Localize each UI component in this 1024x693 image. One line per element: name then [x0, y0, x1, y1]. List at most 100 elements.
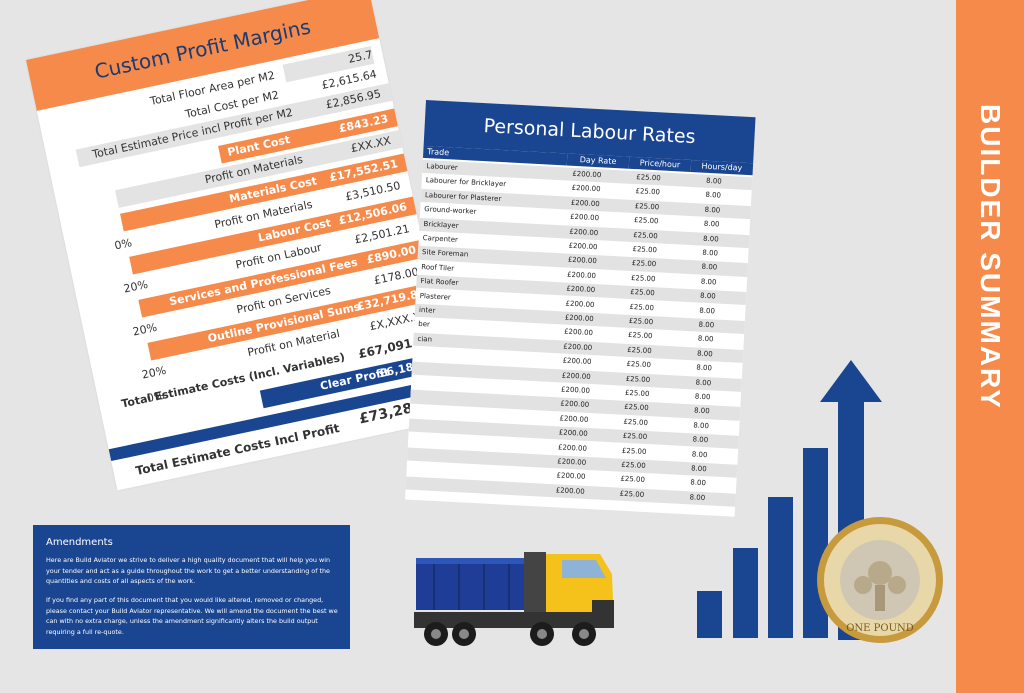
- trade-cell: cian: [417, 334, 433, 344]
- trade-cell: Plasterer: [419, 291, 451, 302]
- day-rate-cell: £200.00: [564, 313, 594, 324]
- day-rate-cell: £200.00: [566, 284, 596, 295]
- trade-cell: Labourer: [426, 162, 458, 172]
- day-rate-cell: £200.00: [572, 169, 602, 180]
- day-rate-cell: £200.00: [566, 270, 597, 280]
- day-rate-cell: £200.00: [555, 486, 585, 496]
- day-rate-cell: £200.00: [563, 327, 594, 338]
- day-rate-cell: £200.00: [557, 457, 587, 467]
- trade-cell: Roof Tiler: [421, 262, 455, 273]
- price-hour-cell: £25.00: [619, 489, 645, 499]
- day-rate-cell: £200.00: [562, 356, 592, 367]
- hours-day-cell: 8.00: [689, 493, 706, 502]
- price-hour-cell: £25.00: [621, 446, 647, 456]
- price-hour-cell: £25.00: [633, 230, 658, 240]
- growth-bar-1: [697, 591, 722, 638]
- hours-day-cell: 8.00: [693, 421, 710, 431]
- hours-day-cell: 8.00: [705, 191, 722, 200]
- amendments-para-1: Here are Build Aviator we strive to deli…: [46, 556, 331, 585]
- price-hour-cell: £25.00: [620, 475, 646, 485]
- amendments-para-2: If you find any part of this document th…: [46, 596, 338, 636]
- col-hours-day: Hours/day: [690, 159, 754, 176]
- amendments-heading: Amendments: [46, 537, 113, 548]
- price-hour-cell: £25.00: [620, 460, 646, 470]
- day-rate-cell: £200.00: [558, 428, 588, 439]
- trade-cell: Ground-worker: [424, 205, 477, 216]
- col-day-rate: Day Rate: [566, 153, 630, 169]
- plant-profit-value: £XX.XX: [349, 134, 393, 156]
- hours-day-cell: 8.00: [691, 449, 708, 459]
- amendments-box: Amendments Here are Build Aviator we str…: [33, 525, 350, 649]
- col-price-hour: Price/hour: [628, 156, 692, 172]
- hours-day-cell: 8.00: [700, 277, 717, 287]
- price-hour-cell: £25.00: [625, 374, 651, 384]
- hours-day-cell: 8.00: [701, 263, 718, 272]
- price-hour-cell: £25.00: [636, 173, 661, 183]
- hours-day-cell: 8.00: [692, 435, 709, 445]
- materials-profit-pct: 0%: [113, 236, 134, 253]
- price-hour-cell: £25.00: [623, 417, 649, 427]
- day-rate-cell: £200.00: [565, 299, 595, 309]
- trade-cell: ber: [418, 320, 431, 329]
- price-hour-cell: £25.00: [624, 388, 650, 399]
- pound-coin-image: ONE POUND: [817, 517, 943, 643]
- day-rate-cell: £200.00: [561, 371, 591, 381]
- hours-day-cell: 8.00: [697, 334, 714, 344]
- day-rate-cell: £200.00: [568, 241, 598, 252]
- price-hour-cell: £25.00: [633, 216, 659, 226]
- trade-cell: Carpenter: [422, 234, 459, 244]
- hours-day-cell: 8.00: [690, 478, 707, 488]
- hours-day-cell: 8.00: [699, 306, 716, 315]
- price-hour-cell: £25.00: [626, 360, 652, 370]
- provisional-profit-pct: 20%: [140, 363, 168, 382]
- dump-truck-image: [414, 552, 614, 646]
- price-hour-cell: £25.00: [629, 302, 655, 312]
- hours-day-cell: 8.00: [699, 291, 716, 301]
- hours-day-cell: 8.00: [704, 205, 721, 215]
- labour-profit-pct: 20%: [122, 277, 150, 296]
- hours-day-cell: 8.00: [693, 406, 710, 416]
- hours-day-cell: 8.00: [702, 234, 719, 244]
- profit-margins-card: Custom Profit Margins Total Floor Area p…: [26, 0, 461, 493]
- coin-text: ONE POUND: [846, 623, 914, 634]
- price-hour-cell: £25.00: [627, 331, 653, 341]
- grand-total-label: Total Estimate Costs Incl Profit: [134, 421, 341, 478]
- hours-day-cell: 8.00: [694, 392, 711, 402]
- price-hour-cell: £25.00: [623, 403, 649, 413]
- price-hour-cell: £25.00: [634, 201, 660, 212]
- side-title: BUILDER SUMMARY: [975, 104, 1006, 410]
- price-hour-cell: £25.00: [632, 245, 658, 255]
- hours-day-cell: 8.00: [698, 320, 715, 330]
- trade-cell: Site Foreman: [421, 248, 469, 259]
- day-rate-cell: £200.00: [567, 256, 597, 266]
- hours-day-cell: 8.00: [695, 378, 712, 387]
- labour-rates-sheet: Personal Labour Rates Trade Day Rate Pri…: [405, 100, 756, 517]
- side-banner: BUILDER SUMMARY: [956, 0, 1024, 693]
- up-arrow-icon: [820, 360, 882, 640]
- day-rate-cell: £200.00: [571, 184, 601, 194]
- growth-bar-3: [768, 497, 793, 638]
- day-rate-cell: £200.00: [560, 399, 590, 410]
- day-rate-cell: £200.00: [557, 442, 588, 453]
- price-hour-cell: £25.00: [635, 187, 661, 197]
- hours-day-cell: 8.00: [690, 464, 707, 474]
- price-hour-cell: £25.00: [630, 273, 656, 284]
- day-rate-cell: £200.00: [559, 414, 589, 424]
- day-rate-cell: £200.00: [570, 198, 600, 209]
- trade-cell: inter: [418, 305, 436, 315]
- hours-day-cell: 8.00: [696, 363, 713, 373]
- hours-day-cell: 8.00: [702, 248, 719, 258]
- price-hour-cell: £25.00: [628, 316, 654, 327]
- price-hour-cell: £25.00: [630, 288, 655, 298]
- day-rate-cell: £200.00: [560, 385, 591, 395]
- day-rate-cell: £200.00: [569, 227, 599, 237]
- hours-day-cell: 8.00: [696, 349, 713, 359]
- day-rate-cell: £200.00: [556, 471, 586, 482]
- price-hour-cell: £25.00: [626, 345, 652, 355]
- services-profit-pct: 20%: [131, 320, 159, 339]
- day-rate-cell: £200.00: [569, 212, 600, 223]
- trade-cell: Bricklayer: [423, 219, 459, 230]
- trade-cell: Flat Roofer: [420, 277, 459, 288]
- day-rate-cell: £200.00: [563, 342, 593, 352]
- hours-day-cell: 8.00: [703, 219, 720, 229]
